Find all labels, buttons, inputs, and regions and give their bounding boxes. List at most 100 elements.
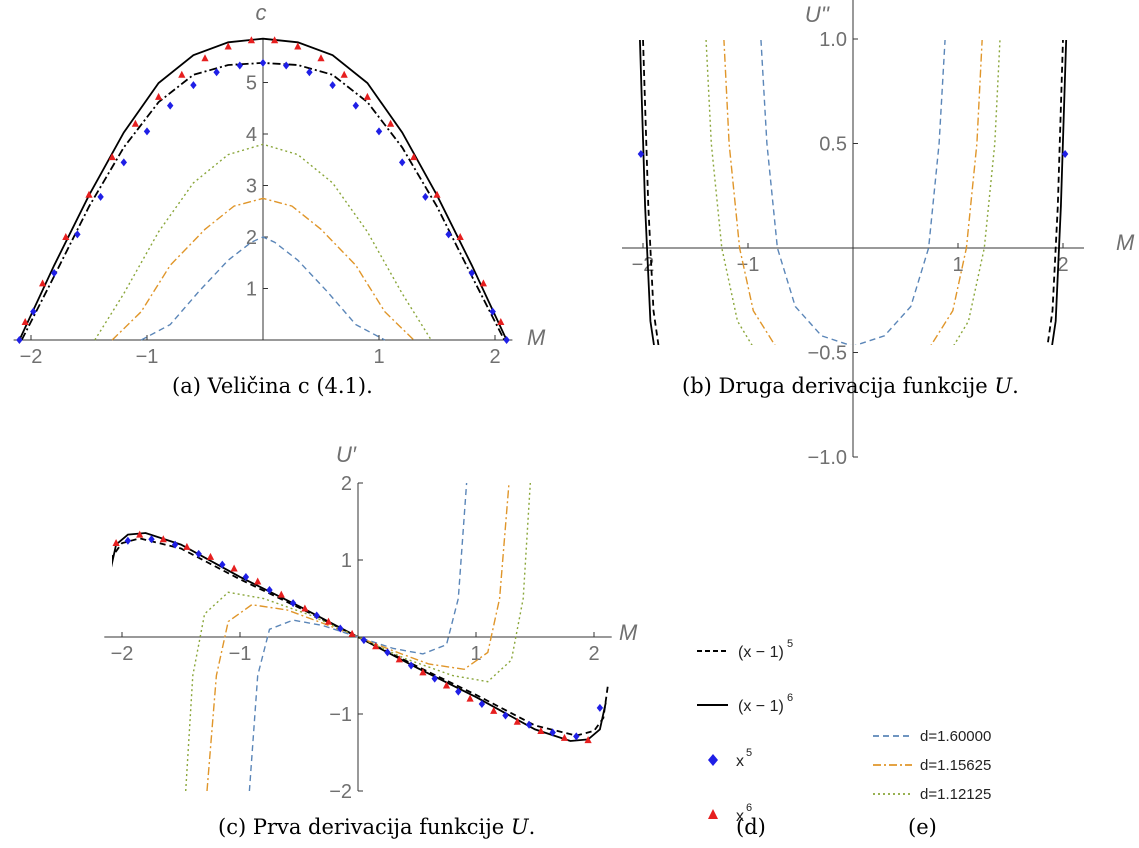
y-tick-label: 2 — [246, 227, 257, 249]
marker-diamond — [729, 424, 735, 432]
marker-diamond — [1002, 411, 1008, 419]
marker-triangle — [178, 70, 186, 78]
marker-triangle — [560, 733, 569, 741]
caption-b-dot: . — [1012, 374, 1019, 398]
marker-triangle — [513, 717, 521, 725]
marker-triangle — [681, 411, 688, 418]
legend-label: x — [736, 753, 744, 770]
marker-diamond — [51, 269, 58, 278]
legend-label: x — [736, 808, 744, 825]
marker-diamond — [337, 624, 344, 633]
y-tick-label: 3 — [246, 176, 257, 198]
series-line — [760, 40, 946, 345]
chart-b: −2−112−1.0−0.50.51.01.52.0U''M — [622, 0, 1135, 469]
marker-triangle — [317, 54, 325, 62]
marker-diamond — [97, 192, 104, 201]
marker-diamond — [960, 424, 966, 432]
marker-triangle — [456, 233, 464, 240]
marker-diamond — [399, 158, 406, 167]
marker-triangle — [419, 668, 427, 676]
caption-c-var: U — [510, 815, 529, 839]
marker-diamond — [352, 101, 359, 110]
x-tick-label: 1 — [952, 254, 963, 276]
x-axis-label: M — [1116, 230, 1135, 255]
chart-c: −2 −1 1 2 −2 −1 1 2 U′ M — [104, 442, 638, 803]
marker-diamond — [656, 369, 662, 377]
y-tick-label: 4 — [246, 124, 257, 146]
marker-triangle — [648, 349, 655, 356]
marker-triangle — [584, 736, 592, 744]
series-line — [248, 482, 468, 792]
marker-triangle — [828, 438, 835, 445]
marker-diamond — [596, 703, 604, 712]
marker-triangle — [765, 434, 772, 441]
marker-triangle — [702, 422, 709, 429]
marker-triangle — [433, 190, 441, 198]
marker-triangle — [224, 42, 232, 50]
legend-label: (x − 1) — [738, 644, 784, 661]
marker-triangle — [954, 432, 961, 439]
y-tick-label: 5 — [246, 73, 257, 95]
caption-b-text: (b) Druga derivacija funkcije — [682, 374, 995, 398]
marker-triangle — [85, 190, 93, 198]
marker-triangle — [410, 153, 418, 161]
marker-diamond — [74, 230, 81, 239]
marker-diamond — [792, 432, 798, 440]
marker-diamond — [167, 101, 174, 110]
marker-diamond — [16, 336, 23, 344]
marker-diamond — [549, 728, 556, 737]
marker-diamond — [855, 432, 861, 440]
y-tick-label: 1 — [246, 279, 257, 301]
marker-diamond — [939, 428, 945, 436]
marker-triangle — [395, 655, 403, 663]
marker-diamond — [478, 699, 486, 708]
caption-d: (d) — [736, 815, 766, 839]
marker-diamond — [30, 307, 37, 316]
series-line — [723, 40, 983, 345]
marker-triangle — [666, 394, 673, 401]
marker-diamond — [384, 648, 391, 657]
marker-diamond — [242, 572, 250, 581]
marker-diamond — [375, 127, 383, 136]
x-tick-label: −2 — [111, 643, 134, 665]
y-tick-label: −0.5 — [808, 343, 847, 365]
y-tick-label: 1 — [341, 550, 352, 572]
marker-diamond — [171, 540, 179, 549]
marker-diamond — [266, 586, 273, 595]
marker-diamond — [981, 420, 987, 428]
legend-exponent: 6 — [787, 692, 793, 704]
legend-exponent: 5 — [787, 638, 793, 650]
series-line — [642, 40, 1064, 345]
series-line — [94, 143, 432, 341]
marker-diamond — [329, 81, 336, 90]
marker-triangle — [201, 54, 209, 62]
series-group — [16, 36, 510, 344]
legend-marker-triangle — [708, 809, 718, 819]
series-line — [206, 482, 510, 792]
series-line — [639, 40, 1068, 345]
marker-triangle — [975, 428, 982, 435]
marker-diamond — [671, 399, 677, 407]
marker-triangle — [183, 542, 191, 550]
marker-triangle — [294, 42, 302, 50]
marker-triangle — [1033, 394, 1040, 401]
series-group — [637, 40, 1069, 445]
marker-triangle — [442, 681, 451, 689]
caption-e: (e) — [908, 815, 937, 839]
marker-diamond — [213, 68, 220, 77]
marker-diamond — [1061, 149, 1069, 158]
marker-diamond — [771, 430, 777, 438]
x-tick-label: −1 — [737, 254, 760, 276]
legend-d-label: d=1.60000 — [920, 728, 991, 745]
x-tick-label: 1 — [470, 643, 481, 665]
x-tick-label: 2 — [489, 346, 500, 368]
marker-triangle — [479, 279, 487, 287]
marker-diamond — [897, 432, 903, 440]
marker-triangle — [891, 438, 898, 445]
y-tick-label: 1.0 — [819, 29, 847, 51]
marker-triangle — [21, 317, 29, 325]
marker-triangle — [277, 590, 285, 598]
marker-diamond — [306, 68, 313, 77]
marker-diamond — [1041, 369, 1047, 377]
